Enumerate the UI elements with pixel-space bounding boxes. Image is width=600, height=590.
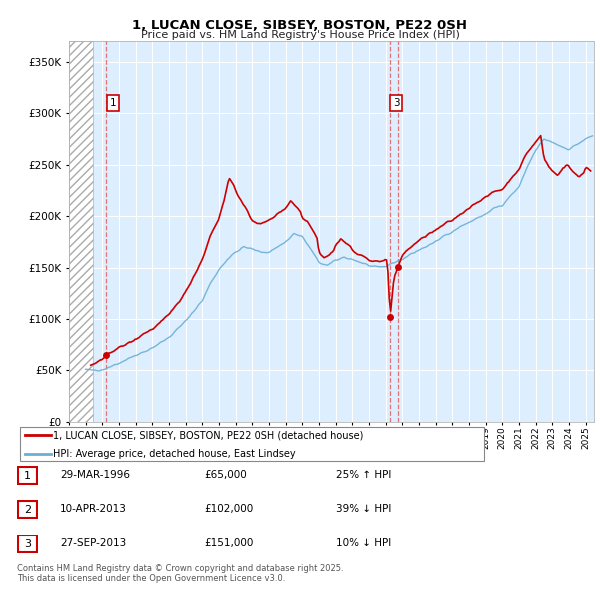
Text: 3: 3 <box>392 98 399 108</box>
Text: 10-APR-2013: 10-APR-2013 <box>60 504 127 514</box>
Text: 25% ↑ HPI: 25% ↑ HPI <box>336 470 391 480</box>
Text: 1, LUCAN CLOSE, SIBSEY, BOSTON, PE22 0SH (detached house): 1, LUCAN CLOSE, SIBSEY, BOSTON, PE22 0SH… <box>53 430 364 440</box>
Text: £151,000: £151,000 <box>204 539 253 548</box>
Text: 1: 1 <box>24 471 31 480</box>
Text: HPI: Average price, detached house, East Lindsey: HPI: Average price, detached house, East… <box>53 448 296 458</box>
Text: 10% ↓ HPI: 10% ↓ HPI <box>336 539 391 548</box>
Text: Price paid vs. HM Land Registry's House Price Index (HPI): Price paid vs. HM Land Registry's House … <box>140 30 460 40</box>
Text: 39% ↓ HPI: 39% ↓ HPI <box>336 504 391 514</box>
Text: £65,000: £65,000 <box>204 470 247 480</box>
FancyBboxPatch shape <box>18 467 37 484</box>
Text: 3: 3 <box>24 539 31 549</box>
Text: 1, LUCAN CLOSE, SIBSEY, BOSTON, PE22 0SH: 1, LUCAN CLOSE, SIBSEY, BOSTON, PE22 0SH <box>133 19 467 32</box>
Text: 1: 1 <box>110 98 116 108</box>
Text: £102,000: £102,000 <box>204 504 253 514</box>
Text: 2: 2 <box>24 505 31 514</box>
FancyBboxPatch shape <box>18 536 37 552</box>
FancyBboxPatch shape <box>20 427 484 461</box>
Text: Contains HM Land Registry data © Crown copyright and database right 2025.
This d: Contains HM Land Registry data © Crown c… <box>17 563 343 583</box>
Text: 27-SEP-2013: 27-SEP-2013 <box>60 539 126 548</box>
FancyBboxPatch shape <box>18 502 37 518</box>
Text: 29-MAR-1996: 29-MAR-1996 <box>60 470 130 480</box>
